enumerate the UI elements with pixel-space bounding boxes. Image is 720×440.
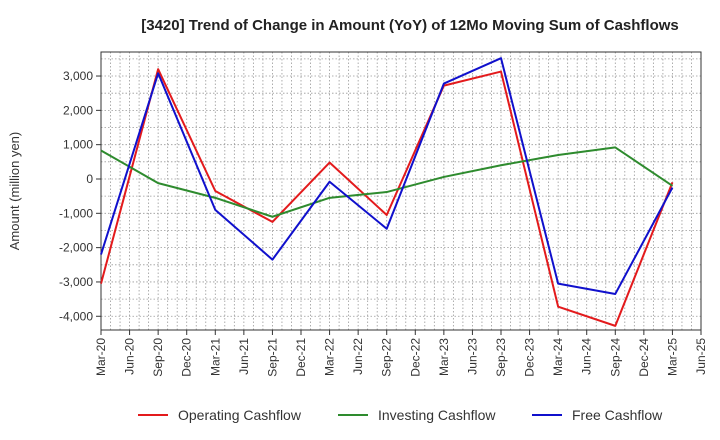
x-tick-label: Dec-24: [637, 338, 651, 377]
x-tick-label: Mar-20: [94, 338, 108, 376]
chart-title: [3420] Trend of Change in Amount (YoY) o…: [141, 17, 679, 34]
x-tick-labels: Mar-20 Jun-20 Sep-20 Dec-20 Mar-21 Jun-21 Sep-…: [94, 330, 708, 377]
x-tick-label: Sep-23: [494, 338, 508, 377]
x-tick-label: Mar-24: [551, 338, 565, 376]
x-tick-label: Mar-22: [323, 338, 337, 376]
x-tick-label: Dec-22: [408, 338, 422, 377]
y-tick-label: 1,000: [63, 138, 93, 152]
y-tick-label: -4,000: [59, 309, 93, 323]
x-tick-label: Mar-23: [437, 338, 451, 376]
x-tick-label: Dec-21: [294, 338, 308, 377]
x-tick-label: Dec-23: [523, 338, 537, 377]
x-tick-label: Jun-25: [694, 338, 708, 375]
series-lines: [100, 57, 674, 327]
y-tick-label: -2,000: [59, 241, 93, 255]
legend-label: Free Cashflow: [572, 407, 663, 423]
x-tick-label: Sep-22: [380, 338, 394, 377]
y-tick-label: -1,000: [59, 206, 93, 220]
legend: Operating Cashflow Investing Cashflow Free…: [138, 407, 663, 423]
y-tick-label: 0: [86, 172, 93, 186]
series-line-free-cashflow: [100, 57, 674, 295]
x-tick-label: Sep-21: [265, 338, 279, 377]
x-tick-label: Jun-20: [123, 338, 137, 375]
grid: [100, 52, 702, 330]
plot-frame: [100, 51, 702, 331]
legend-label: Investing Cashflow: [378, 407, 496, 423]
y-tick-label: -3,000: [59, 275, 93, 289]
x-tick-label: Jun-22: [351, 338, 365, 375]
x-tick-label: Mar-25: [665, 338, 679, 376]
y-axis-label: Amount (million yen): [7, 132, 22, 251]
series-line-investing-cashflow: [100, 146, 673, 218]
x-tick-label: Mar-21: [208, 338, 222, 376]
y-tick-label: 2,000: [63, 103, 93, 117]
x-tick-label: Jun-23: [465, 338, 479, 375]
series-line-operating-cashflow: [100, 68, 674, 327]
y-tick-labels: -4,000 -3,000 -2,000 -1,000 0 1,000 2,000 3,000: [59, 69, 101, 323]
y-tick-label: 3,000: [63, 69, 93, 83]
x-tick-label: Sep-24: [608, 338, 622, 377]
legend-label: Operating Cashflow: [178, 407, 302, 423]
x-tick-label: Jun-24: [580, 338, 594, 375]
x-tick-label: Jun-21: [237, 338, 251, 375]
x-tick-label: Sep-20: [151, 338, 165, 377]
x-tick-label: Dec-20: [180, 338, 194, 377]
